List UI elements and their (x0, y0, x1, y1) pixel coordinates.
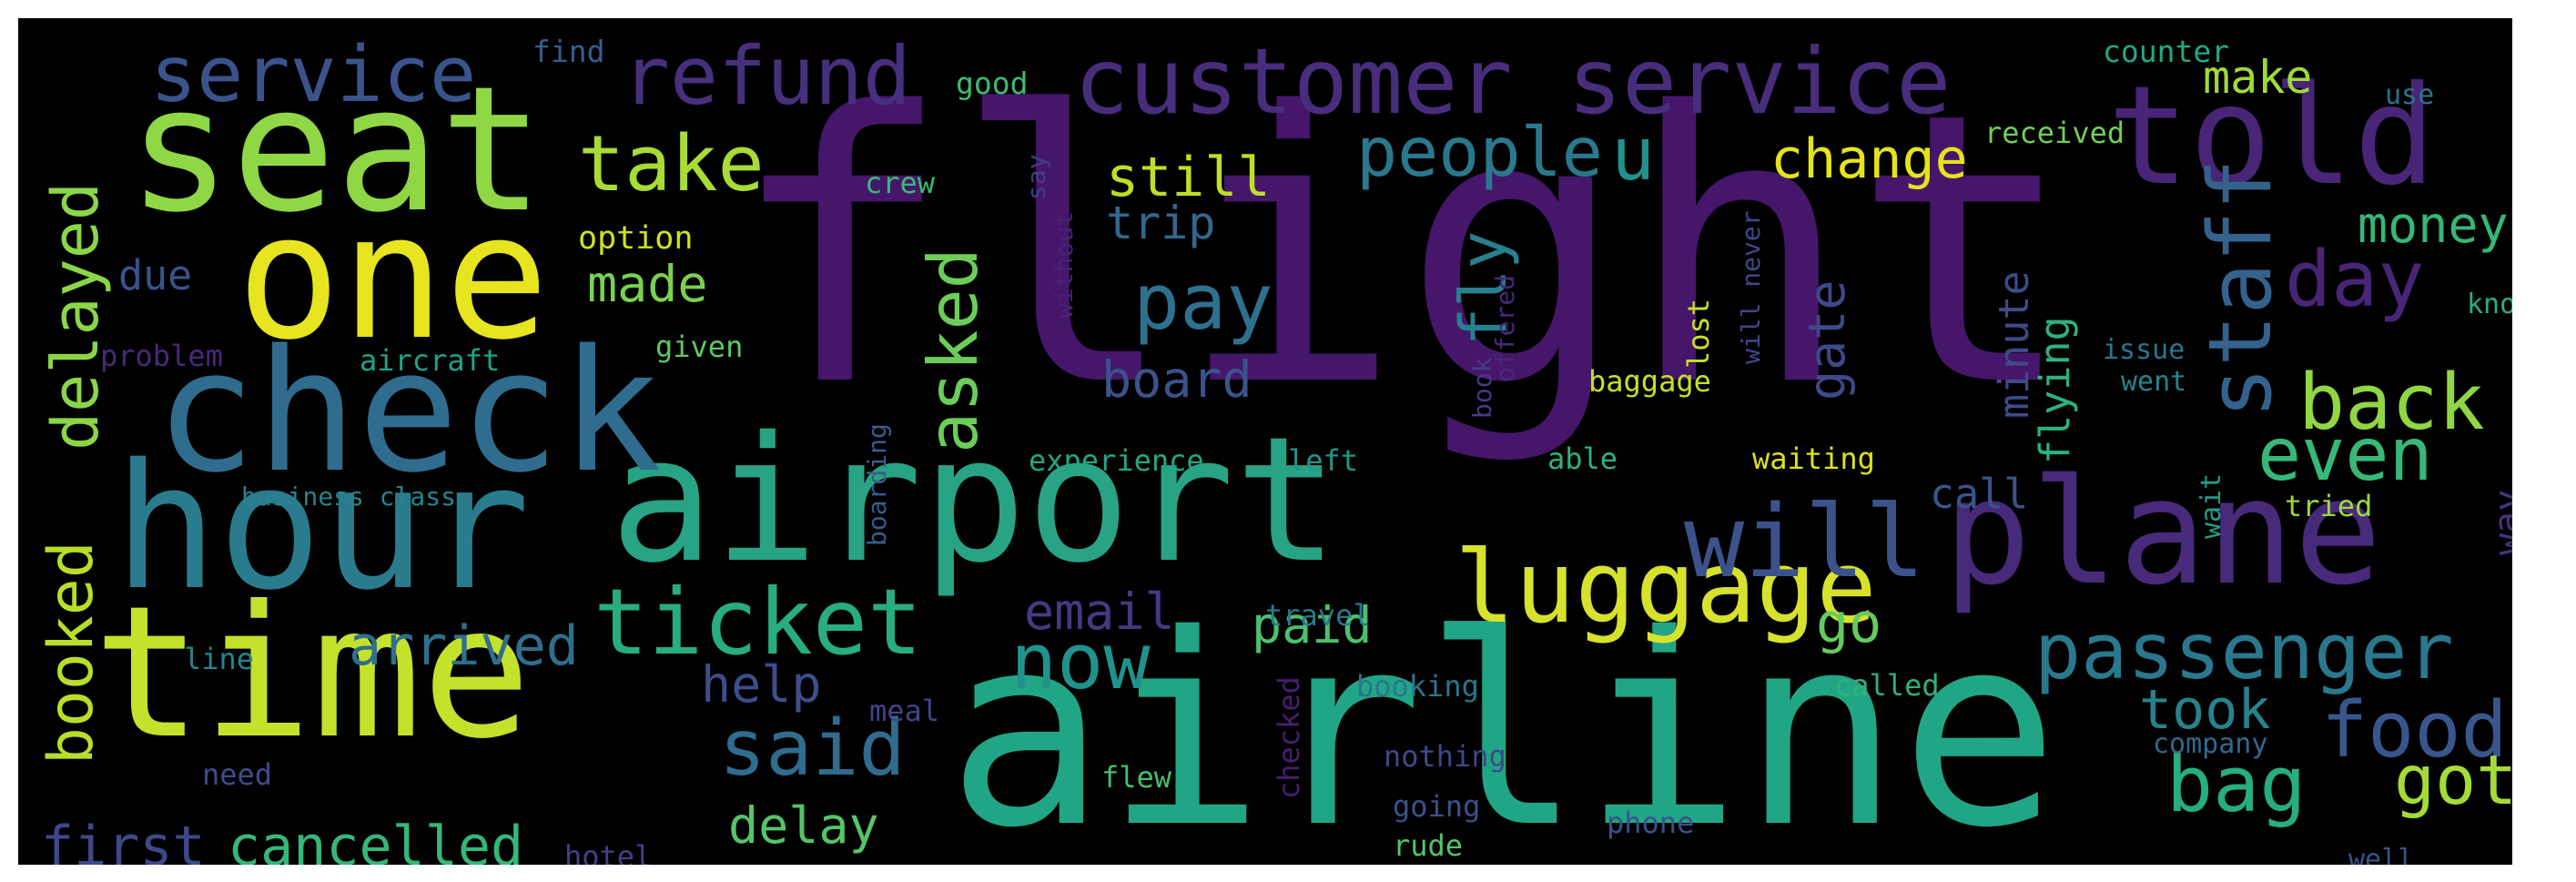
cloud-word: one (237, 177, 550, 378)
cloud-word: travel (1265, 598, 1371, 633)
cloud-word: email (1024, 583, 1175, 641)
cloud-word: received (1984, 116, 2125, 150)
cloud-word: booking (1356, 669, 1479, 704)
cloud-word: go (1816, 592, 1882, 655)
cloud-word: waiting (1752, 441, 1875, 476)
cloud-word: arrived (349, 614, 579, 678)
cloud-word: say (1021, 154, 1051, 200)
cloud-word: company (2153, 728, 2268, 760)
cloud-word: called (1834, 668, 1940, 703)
cloud-word: plane (1943, 447, 2382, 617)
cloud-word: due (118, 251, 193, 299)
cloud-word: rude (1393, 828, 1464, 863)
cloud-word: still (1106, 146, 1271, 209)
cloud-word: check (155, 313, 662, 510)
cloud-word: refund (622, 29, 911, 123)
cloud-word: phone (1607, 806, 1695, 840)
cloud-word: went (2121, 366, 2187, 398)
cloud-word: delayed (38, 181, 113, 451)
cloud-word: find (532, 34, 605, 69)
cloud-word: make (2203, 51, 2313, 104)
cloud-word: lost (1681, 298, 1716, 369)
cloud-word: food (2321, 685, 2508, 776)
cloud-word: take (578, 119, 765, 209)
cloud-word: wait (2196, 472, 2227, 539)
cloud-word: day (2285, 235, 2425, 325)
cloud-word: call (1930, 470, 2029, 518)
cloud-word: ticket (593, 569, 923, 675)
cloud-word: cancelled (228, 815, 524, 865)
cloud-word: help (701, 655, 822, 714)
cloud-word: hotel (564, 839, 653, 865)
cloud-word: line (184, 642, 255, 676)
cloud-word: hour (114, 427, 531, 628)
cloud-word: money (2358, 196, 2509, 254)
cloud-word: issue (2103, 334, 2186, 366)
cloud-word: flight (728, 33, 2077, 468)
cloud-word: will never (1736, 210, 1766, 364)
cloud-word: asked (913, 248, 993, 453)
cloud-word: problem (100, 339, 223, 373)
cloud-word: seat (127, 49, 544, 250)
cloud-word: way (2487, 489, 2512, 555)
cloud-word: board (1101, 350, 1253, 409)
cloud-word: customer service (1074, 28, 1952, 135)
cloud-word: offered (1490, 274, 1520, 382)
cloud-word: checked (1272, 676, 1306, 799)
cloud-word: aircraft (360, 343, 501, 378)
cloud-word: first (41, 815, 206, 865)
cloud-word: luggage (1455, 529, 1877, 645)
cloud-word: now (1010, 617, 1151, 707)
cloud-word: given (655, 329, 744, 364)
cloud-word: well (2348, 844, 2415, 866)
cloud-word: airport (610, 400, 1339, 601)
cloud-word: meal (869, 694, 940, 728)
cloud-word: experience (1029, 443, 1204, 478)
cloud-word: back (2298, 358, 2485, 448)
cloud-word: pay (1133, 258, 1273, 348)
cloud-word: going (1393, 789, 1481, 824)
cloud-word: minute (1990, 270, 2038, 419)
cloud-word: without (1049, 210, 1079, 319)
cloud-word: bag (2166, 740, 2307, 830)
cloud-word: gate (1798, 279, 1856, 400)
cloud-word: will (1684, 483, 1925, 600)
cloud-word: staff (2191, 158, 2291, 419)
cloud-word: said (719, 704, 906, 794)
cloud-word: trip (1106, 197, 1216, 249)
cloud-word: good (956, 66, 1029, 101)
cloud-word: paid (1252, 596, 1373, 654)
cloud-word: made (587, 255, 708, 313)
cloud-word: use (2385, 79, 2435, 111)
cloud-word: flying (2031, 316, 2079, 464)
cloud-word: baggage (1588, 364, 1711, 399)
cloud-word: even (2257, 412, 2433, 497)
cloud-word: got (2394, 740, 2512, 820)
cloud-word: boarding (862, 423, 892, 546)
cloud-word: change (1770, 127, 1968, 191)
cloud-word: passenger (2034, 607, 2454, 697)
cloud-word: people (1356, 112, 1603, 192)
cloud-word: service (150, 30, 477, 120)
cloud-word: able (1547, 441, 1618, 476)
word-cloud: flight airline time hour airport seat check one… (18, 18, 2512, 865)
cloud-word: option (578, 220, 694, 257)
cloud-word: delay (728, 796, 879, 855)
cloud-word: told (2107, 57, 2437, 216)
cloud-word: u (1611, 112, 1656, 197)
cloud-word: booked (35, 541, 107, 765)
cloud-word: left (1288, 443, 1359, 478)
cloud-word: need (202, 757, 273, 792)
cloud-word: tried (2285, 489, 2373, 523)
cloud-word: took (2139, 678, 2271, 742)
cloud-word: flew (1101, 760, 1172, 795)
cloud-word: business class (241, 482, 457, 512)
cloud-word: counter (2103, 34, 2230, 69)
cloud-word: crew (865, 166, 936, 200)
cloud-word: nothing (1384, 739, 1506, 774)
cloud-word: time (93, 567, 532, 779)
cloud-word: know (2467, 289, 2512, 320)
cloud-word: airline (947, 579, 2060, 865)
